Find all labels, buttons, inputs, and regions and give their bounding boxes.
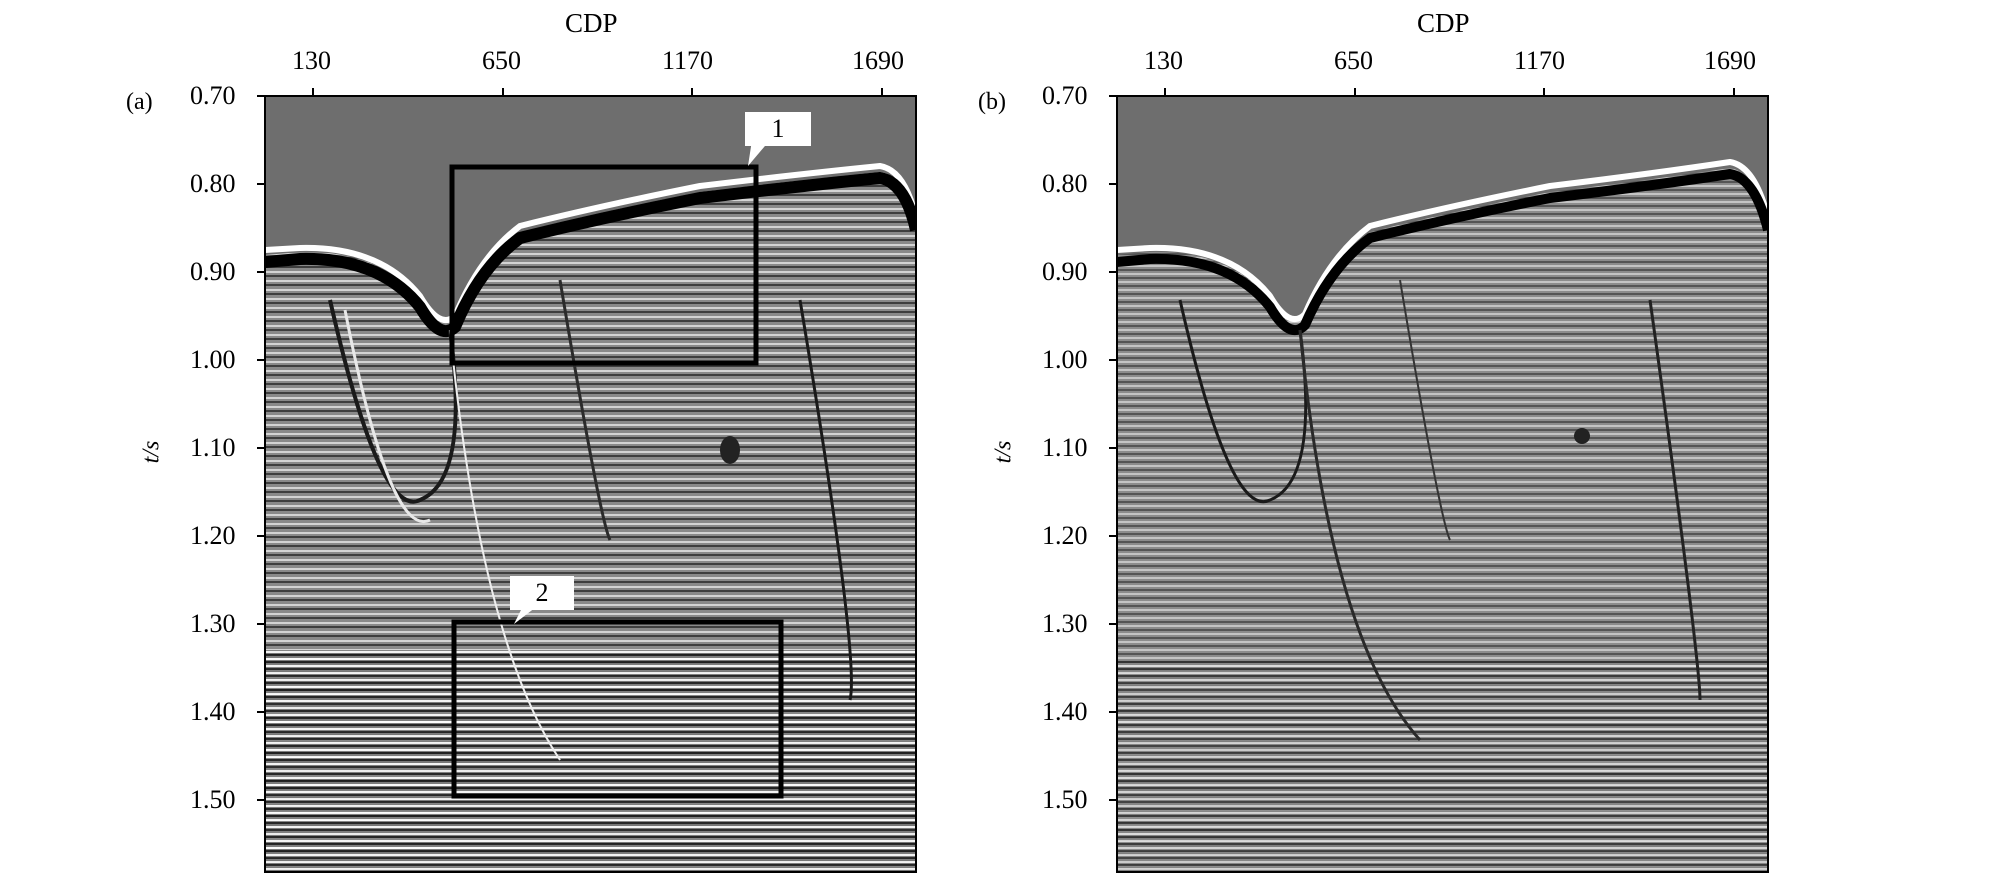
x-ticks-b: [1164, 88, 1735, 96]
y-tick-label: 1.00: [190, 345, 236, 374]
x-tick-label: 1690: [852, 46, 904, 75]
y-tick-label: 1.50: [190, 785, 236, 814]
y-tick-label: 1.50: [1042, 785, 1088, 814]
callout-2: 2: [510, 576, 574, 610]
x-tick-label: 1170: [1514, 46, 1566, 75]
y-tick-label: 0.80: [190, 169, 236, 198]
x-tick-label: 650: [1334, 46, 1373, 75]
y-tick-label: 1.00: [1042, 345, 1088, 374]
panel-label-b: (b): [978, 89, 1006, 115]
x-tick-label: 1170: [662, 46, 714, 75]
y-tick-label: 1.30: [1042, 609, 1088, 638]
y-tick-label: 1.30: [190, 609, 236, 638]
panel-a: CDP (a) t/s 130 650 1170 1690 0.70 0.80 …: [0, 0, 1000, 886]
y-ticks-a: [257, 95, 265, 801]
callout-1: 1: [745, 112, 811, 146]
panel-label-a: (a): [126, 89, 153, 115]
y-tick-label: 1.40: [1042, 697, 1088, 726]
y-tick-label: 0.90: [1042, 257, 1088, 286]
y-tick-label: 1.10: [1042, 433, 1088, 462]
y-tick-label: 1.10: [190, 433, 236, 462]
x-ticks-a: [312, 88, 883, 96]
seismic-section-a: [257, 88, 917, 873]
panel-b: CDP (b) t/s 130 650 1170 1690 0.70 0.80 …: [978, 0, 2008, 886]
highlight-box-2: [451, 619, 784, 799]
y-axis-title-b: t/s: [990, 440, 1017, 464]
y-tick-label: 0.70: [190, 81, 236, 110]
seismic-section-b: [1109, 88, 1769, 873]
y-tick-label: 0.90: [190, 257, 236, 286]
x-tick-label: 130: [292, 46, 331, 75]
x-axis-title-a: CDP: [565, 8, 618, 38]
y-ticks-b: [1109, 95, 1117, 801]
highlight-box-1: [449, 164, 759, 366]
x-tick-label: 130: [1144, 46, 1183, 75]
y-tick-label: 0.80: [1042, 169, 1088, 198]
y-tick-label: 1.20: [1042, 521, 1088, 550]
y-tick-label: 0.70: [1042, 81, 1088, 110]
x-axis-title-b: CDP: [1417, 8, 1470, 38]
y-axis-title-a: t/s: [138, 440, 165, 464]
x-tick-label: 650: [482, 46, 521, 75]
x-tick-label: 1690: [1704, 46, 1756, 75]
y-tick-label: 1.20: [190, 521, 236, 550]
y-tick-label: 1.40: [190, 697, 236, 726]
